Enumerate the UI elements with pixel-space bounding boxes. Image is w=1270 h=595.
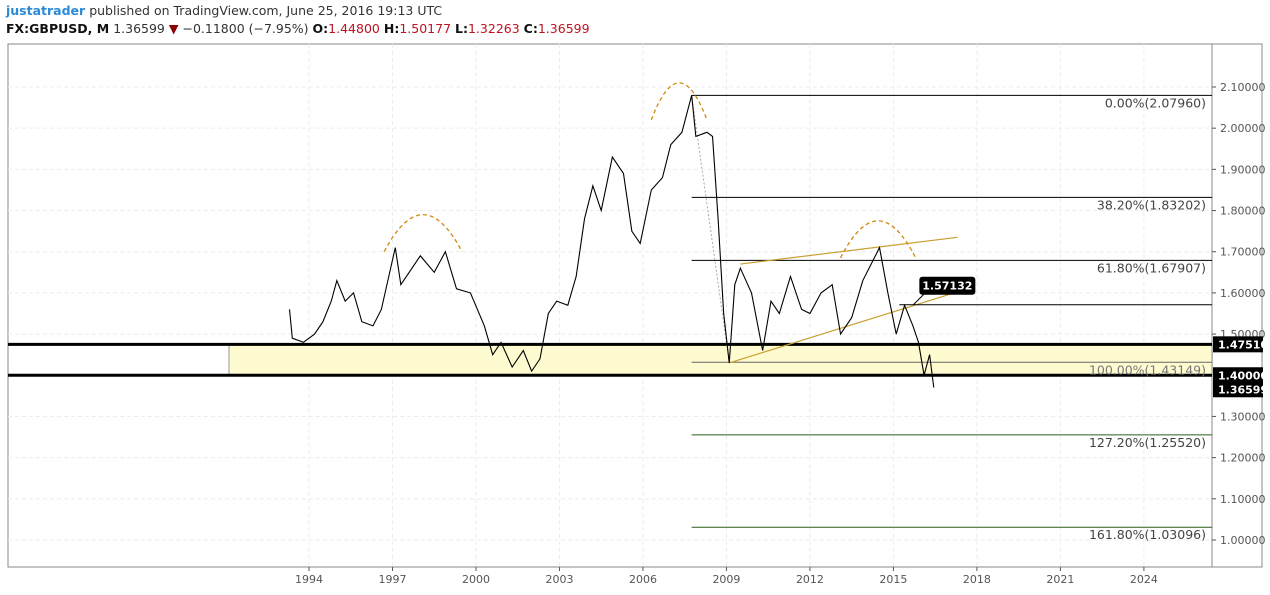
support-zone [228,344,1213,376]
price-label-box [1213,381,1263,398]
callout-label: 1.57132 [922,280,972,293]
price-label-box [1213,367,1263,384]
y-tick-label: 1.80000 [1220,205,1266,218]
author-link[interactable]: justatrader [6,3,86,18]
price-label: 1.40000 [1218,369,1268,382]
y-tick-label: 1.90000 [1220,163,1266,176]
open-value: 1.44800 [328,21,380,36]
close-value: 1.36599 [537,21,590,36]
y-tick-label: 1.00000 [1220,534,1266,547]
high-value: 1.50177 [399,21,452,36]
price-label: 1.47510 [1218,338,1268,351]
high-label: H: [383,21,400,36]
x-tick-label: 2012 [796,573,824,586]
last-price: 1.36599 [113,21,165,36]
x-tick-label: 2006 [629,573,657,586]
publish-line: justatrader published on TradingView.com… [6,3,442,18]
head-arc [650,82,708,121]
fib-level-label: 0.00%(2.07960) [1105,95,1206,110]
x-tick-label: 2009 [712,573,740,586]
price-label-box [1213,336,1263,353]
callout-box [919,276,976,295]
close-label: C: [523,21,538,36]
trendline [729,286,975,364]
head-arc [383,214,463,253]
fib-level-label: 38.20%(1.83202) [1097,197,1206,212]
trendline [740,236,958,265]
fib-trend-line [691,95,730,363]
chart-frame [7,43,1263,568]
x-tick-label: 2021 [1046,573,1074,586]
x-tick-label: 2000 [462,573,490,586]
fib-level-label: 61.80%(1.67907) [1097,260,1206,275]
x-tick-label: 2003 [545,573,573,586]
y-tick-label: 1.30000 [1220,410,1266,423]
x-tick-label: 2018 [963,573,991,586]
low-label: L: [455,21,468,36]
price-label: 1.36599 [1218,383,1268,396]
y-tick-label: 1.20000 [1220,452,1266,465]
y-tick-label: 2.00000 [1220,122,1266,135]
low-value: 1.32263 [467,21,520,36]
x-tick-label: 2024 [1130,573,1158,586]
fib-level-label: 100.00%(1.43149) [1089,362,1206,377]
y-tick-label: 1.10000 [1220,493,1266,506]
publish-info: published on TradingView.com, June 25, 2… [89,3,443,18]
x-tick-label: 2015 [879,573,907,586]
change: −0.11800 (−7.95%) [182,21,309,36]
head-arc [839,220,917,259]
x-tick-label: 1994 [295,573,323,586]
y-tick-label: 1.60000 [1220,287,1266,300]
y-tick-label: 1.70000 [1220,246,1266,259]
symbol-line: FX:GBPUSD, M 1.36599 ▼ −0.11800 (−7.95%)… [6,21,590,36]
fib-level-label: 161.80%(1.03096) [1089,527,1206,542]
x-tick-label: 1997 [378,573,406,586]
symbol: FX:GBPUSD, M [6,21,110,36]
open-label: O: [312,21,329,36]
price-line [288,95,935,388]
y-tick-label: 2.10000 [1220,81,1266,94]
fib-level-label: 127.20%(1.25520) [1089,435,1206,450]
down-arrow-icon: ▼ [168,21,179,36]
